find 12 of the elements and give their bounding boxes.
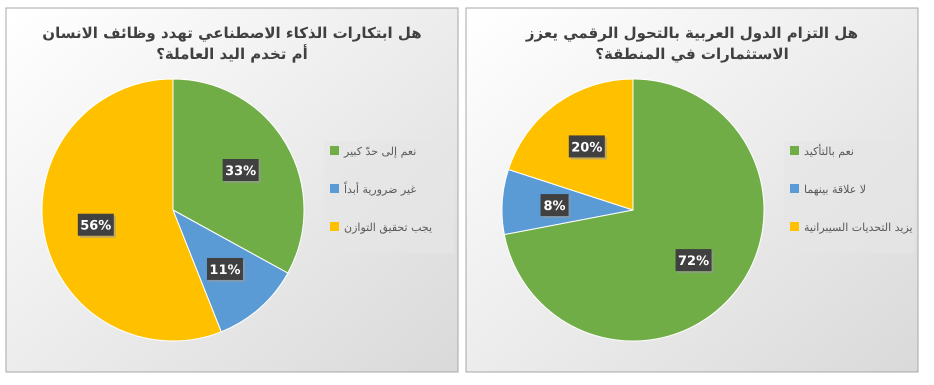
slice-label: نعم إلى حدّ كبير: [343, 145, 416, 158]
legend-label: لا علاقة بينهما: [804, 183, 866, 196]
data-label: 11%: [209, 262, 241, 278]
chart-title: هل ابتكارات الذكاء الاصطناعي تهدد وظائف الانسان أم تخدم اليد العاملة؟: [42, 24, 422, 63]
data-label: 8%: [544, 199, 566, 214]
data-label: 72%: [678, 254, 710, 270]
data-label: 33%: [225, 164, 256, 179]
legend-label: غير ضرورية أبداً: [344, 180, 416, 196]
chart-title: هل التزام الدول العربية بالتحول الرقمي يعزز الاستثمارات في المنطقة؟: [524, 24, 858, 63]
slice-label: نعم بالتأكيد: [804, 143, 854, 158]
data-label: 20%: [571, 140, 602, 156]
data-label: 56%: [80, 218, 112, 234]
